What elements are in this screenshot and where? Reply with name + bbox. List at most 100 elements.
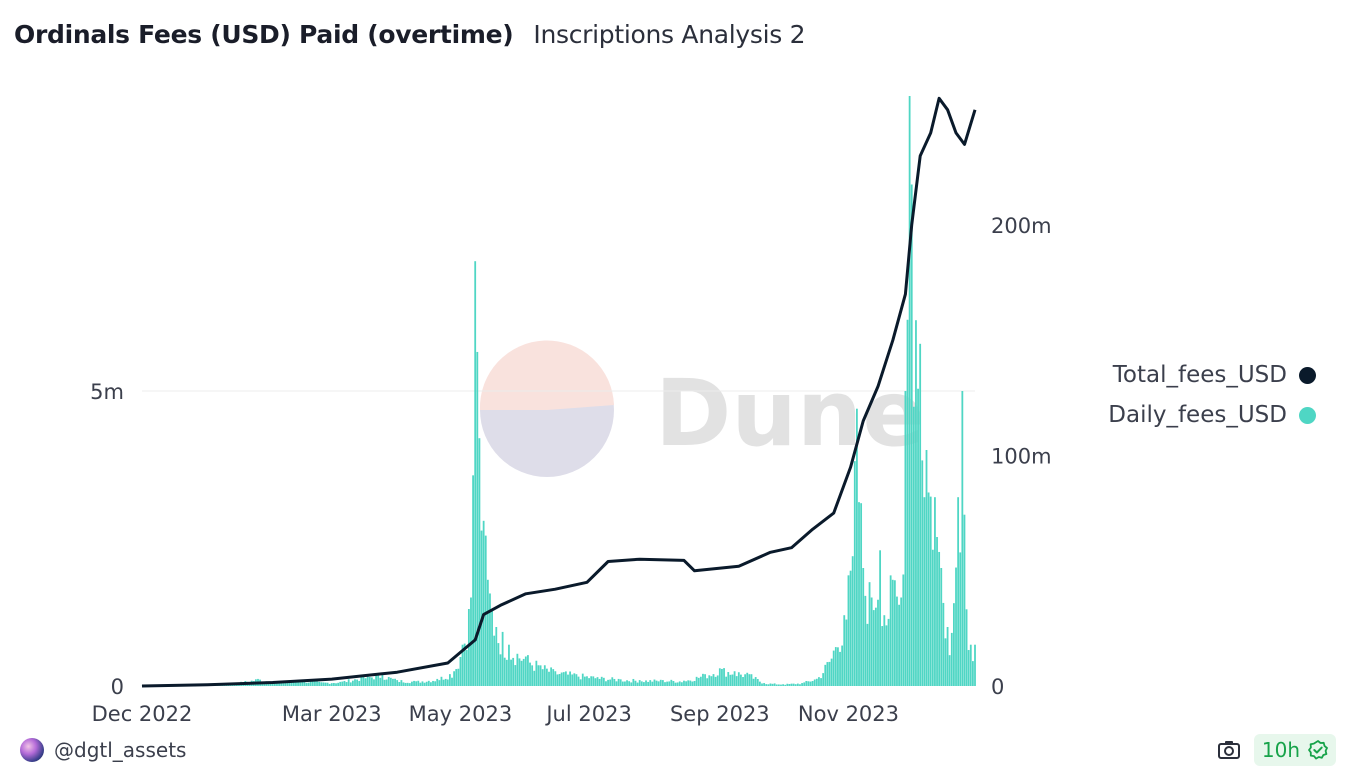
footer-actions: 10h xyxy=(1216,734,1336,766)
bar-daily-fee xyxy=(333,683,335,686)
bar-daily-fee xyxy=(754,677,757,686)
bar-daily-fee xyxy=(396,680,399,686)
bar-daily-fee xyxy=(295,682,297,686)
bar-daily-fee xyxy=(362,675,365,686)
bar-daily-fee xyxy=(879,550,882,686)
bar-daily-fee xyxy=(267,682,270,686)
bar-daily-fee xyxy=(385,679,388,686)
bar-daily-fee xyxy=(721,668,723,686)
bar-daily-fee xyxy=(600,676,603,686)
bar-daily-fee xyxy=(400,680,403,686)
bar-daily-fee xyxy=(489,593,491,686)
bar-daily-fee xyxy=(280,682,283,686)
bar-daily-fee xyxy=(404,682,407,686)
bar-daily-fee xyxy=(668,681,671,686)
bar-daily-fee xyxy=(339,681,342,686)
bar-daily-fee xyxy=(562,672,565,686)
bar-daily-fee xyxy=(389,677,392,686)
bar-daily-fee xyxy=(904,391,907,686)
bar-daily-fee xyxy=(740,674,742,686)
bar-daily-fee xyxy=(495,627,498,686)
bar-daily-fee xyxy=(799,684,801,686)
bar-daily-fee xyxy=(902,574,905,686)
bar-daily-fee xyxy=(611,677,614,686)
bar-daily-fee xyxy=(290,681,293,686)
bar-daily-fee xyxy=(870,597,873,686)
bar-daily-fee xyxy=(813,679,816,686)
bar-daily-fee xyxy=(392,678,394,686)
bar-daily-fee xyxy=(702,673,704,686)
bar-daily-fee xyxy=(666,681,669,686)
legend-item-daily[interactable]: Daily_fees_USD xyxy=(1108,395,1316,435)
bar-daily-fee xyxy=(847,575,850,686)
bar-daily-fee xyxy=(710,676,713,686)
bar-daily-fee xyxy=(446,679,449,686)
bar-daily-fee xyxy=(583,676,586,686)
bar-daily-fee xyxy=(737,672,740,686)
bar-daily-fee xyxy=(328,683,331,686)
bar-daily-fee xyxy=(640,681,643,686)
bar-daily-fee xyxy=(664,682,666,686)
bar-daily-fee xyxy=(729,674,732,686)
bar-daily-fee xyxy=(934,497,936,686)
bar-daily-fee xyxy=(946,627,949,686)
bar-daily-fee xyxy=(891,579,894,686)
bar-daily-fee xyxy=(269,683,272,686)
x-tick-label: May 2023 xyxy=(409,702,513,726)
bar-daily-fee xyxy=(965,609,968,686)
bar-daily-fee xyxy=(573,673,576,686)
bar-daily-fee xyxy=(271,682,274,686)
bar-daily-fee xyxy=(936,537,938,686)
bar-daily-fee xyxy=(343,680,346,686)
bar-daily-fee xyxy=(539,665,542,686)
bar-daily-fee xyxy=(324,682,327,686)
y-left-tick-label: 5m xyxy=(90,380,124,404)
bar-daily-fee xyxy=(383,679,386,686)
query-name: Inscriptions Analysis 2 xyxy=(533,19,806,49)
bar-daily-fee xyxy=(575,674,578,686)
bar-daily-fee xyxy=(974,644,976,686)
bar-daily-fee xyxy=(731,674,734,686)
bar-daily-fee xyxy=(432,680,434,686)
camera-icon[interactable] xyxy=(1216,737,1242,763)
bar-daily-fee xyxy=(898,604,900,686)
bar-daily-fee xyxy=(746,672,749,686)
bar-daily-fee xyxy=(505,659,508,686)
bar-daily-fee xyxy=(311,681,314,686)
bar-daily-fee xyxy=(767,684,770,686)
bar-daily-fee xyxy=(735,676,738,686)
bar-daily-fee xyxy=(421,681,424,686)
bar-daily-fee xyxy=(615,681,618,686)
bar-daily-fee xyxy=(518,658,521,686)
line-total-fees xyxy=(141,96,977,688)
bar-daily-fee xyxy=(590,676,593,686)
bar-daily-fee xyxy=(883,615,886,686)
bar-daily-fee xyxy=(425,681,428,686)
refresh-badge[interactable]: 10h xyxy=(1253,734,1336,766)
bar-daily-fee xyxy=(535,660,538,686)
bar-daily-fee xyxy=(366,675,369,686)
bar-daily-fee xyxy=(887,618,890,686)
bar-daily-fee xyxy=(782,684,784,686)
bar-daily-fee xyxy=(577,676,580,686)
bar-daily-fee xyxy=(438,680,441,686)
bar-daily-fee xyxy=(689,680,692,686)
bar-daily-fee xyxy=(676,682,679,686)
bar-daily-fee xyxy=(742,677,744,686)
bar-daily-fee xyxy=(543,665,546,686)
legend-item-total[interactable]: Total_fees_USD xyxy=(1108,355,1316,395)
bar-daily-fee xyxy=(801,683,803,686)
bar-daily-fee xyxy=(440,676,443,686)
bar-daily-fee xyxy=(309,681,312,686)
author[interactable]: @dgtl_assets xyxy=(20,738,186,762)
bar-daily-fee xyxy=(908,96,911,686)
bar-daily-fee xyxy=(284,682,287,686)
bar-daily-fee xyxy=(940,568,943,686)
bar-daily-fee xyxy=(276,682,278,686)
bar-daily-fee xyxy=(811,681,814,686)
bar-daily-fee xyxy=(632,678,635,686)
bar-daily-fee xyxy=(379,677,382,686)
bar-daily-fee xyxy=(687,680,690,686)
bar-daily-fee xyxy=(297,682,299,686)
bar-daily-fee xyxy=(708,675,711,686)
